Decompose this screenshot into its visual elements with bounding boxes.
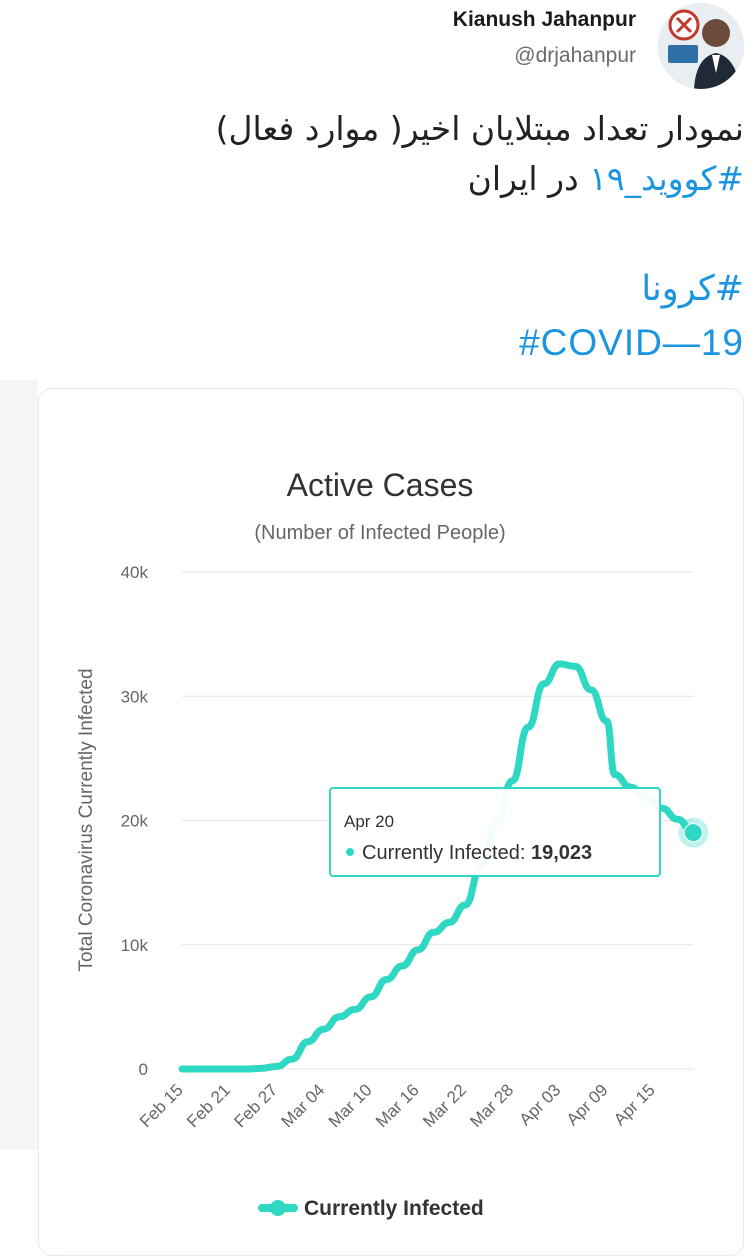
- tweet-text: نمودار تعداد مبتلایان اخیر( موارد فعال) …: [104, 104, 744, 204]
- data-point-apr-20[interactable]: [683, 823, 703, 843]
- y-tick-label: 30k: [121, 687, 149, 706]
- x-tick-label: Feb 27: [230, 1080, 281, 1131]
- x-tick-label: Mar 04: [278, 1080, 329, 1131]
- tweet-text-line-1: نمودار تعداد مبتلایان اخیر( موارد فعال): [215, 109, 744, 148]
- series-line[interactable]: [178, 660, 697, 1073]
- legend[interactable]: Currently Infected: [258, 1197, 484, 1220]
- avatar-image: [658, 3, 744, 89]
- x-tick-label: Feb 21: [183, 1080, 234, 1131]
- tooltip-text: Currently Infected: 19,023: [362, 842, 592, 864]
- tooltip-marker: [346, 848, 354, 856]
- tooltip: Apr 20 Currently Infected: 19,023: [329, 787, 661, 877]
- x-tick-label: Apr 03: [516, 1080, 565, 1129]
- y-tick-label: 10k: [121, 936, 149, 955]
- tooltip-box: [329, 787, 661, 877]
- tweet-header: Kianush Jahanpur @drjahanpur: [0, 0, 754, 90]
- x-tick-label: Mar 16: [372, 1080, 423, 1131]
- y-tick-label: 20k: [121, 812, 149, 831]
- x-tick-label: Feb 15: [136, 1080, 187, 1131]
- series-currently-infected[interactable]: [178, 660, 709, 1073]
- chart-title: Active Cases: [287, 467, 474, 503]
- author-name[interactable]: Kianush Jahanpur: [452, 8, 636, 31]
- x-tick-label: Apr 09: [563, 1080, 612, 1129]
- x-tick-label: Mar 10: [325, 1080, 376, 1131]
- avatar[interactable]: [658, 3, 744, 89]
- y-tick-label: 40k: [121, 563, 149, 582]
- tooltip-value: 19,023: [531, 842, 592, 864]
- y-tick-label: 0: [139, 1060, 148, 1079]
- y-axis-title: Total Coronavirus Currently Infected: [76, 668, 97, 971]
- hashtag-covid-19[interactable]: #COVID—19: [519, 322, 744, 363]
- author-handle[interactable]: @drjahanpur: [514, 44, 636, 67]
- legend-label[interactable]: Currently Infected: [304, 1197, 484, 1220]
- x-tick-label: Apr 15: [610, 1080, 659, 1129]
- y-tick-labels: 0 10k 20k 30k 40k: [121, 563, 149, 1079]
- chart-subtitle: (Number of Infected People): [254, 522, 505, 544]
- x-tick-label: Mar 22: [419, 1080, 470, 1131]
- tooltip-date: Apr 20: [344, 812, 394, 831]
- x-tick-label: Mar 28: [466, 1080, 517, 1131]
- tweet-text-line-2: #کووید_۱۹ در ایران: [104, 154, 744, 204]
- hashtag-corona[interactable]: #کرونا: [641, 269, 744, 309]
- tooltip-label: Currently Infected:: [362, 842, 531, 864]
- tweet-text-line-2-rest: در ایران: [467, 159, 590, 198]
- legend-swatch: [258, 1200, 298, 1216]
- image-left-band: [0, 380, 38, 1150]
- hashtag-covid-fa[interactable]: #کووید_۱۹: [589, 159, 744, 198]
- tweet-hashtags: #کرونا #COVID—19: [104, 262, 744, 370]
